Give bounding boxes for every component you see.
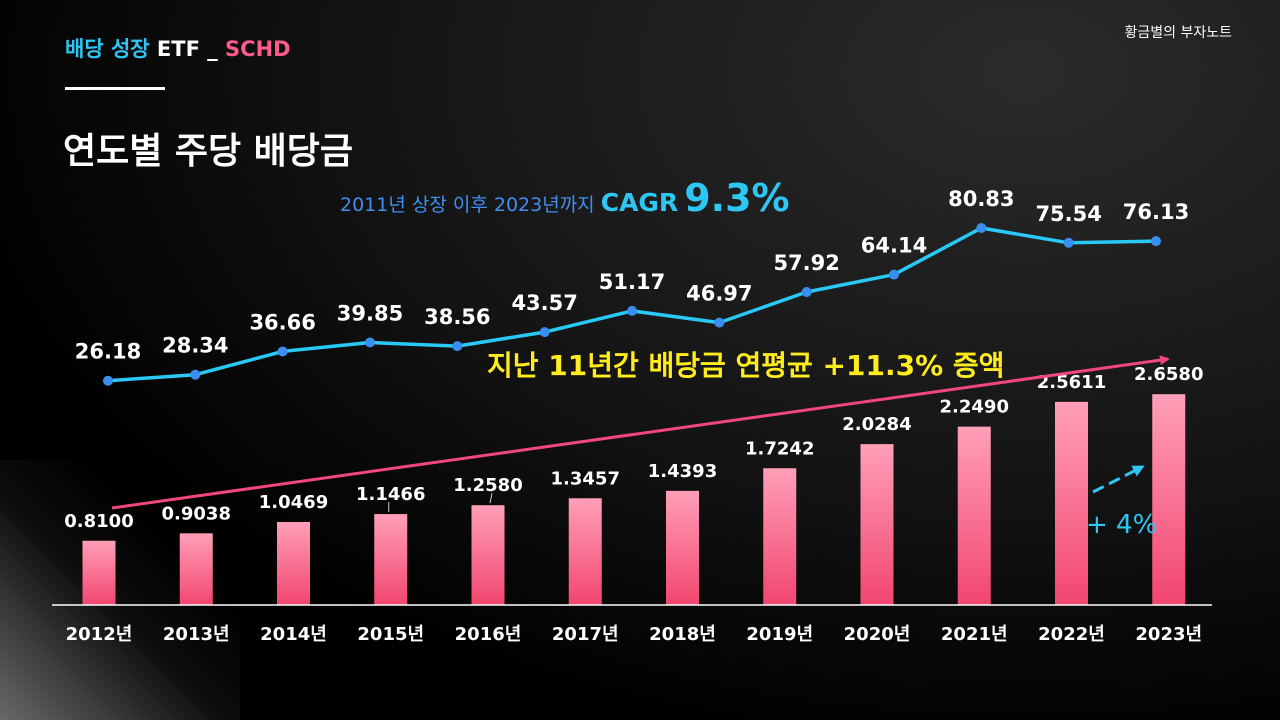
- bar-2016년: [471, 505, 505, 605]
- brand-label: 황금별의 부자노트: [1124, 25, 1233, 41]
- bar-label-2012년: 0.8100: [64, 511, 133, 532]
- x-tick-2020년: 2020년: [844, 624, 911, 645]
- cagr-value: 9.3%: [684, 176, 790, 220]
- price-point-8: [801, 287, 812, 298]
- bar-label-2016년: 1.2580: [453, 475, 522, 496]
- price-label-8: 57.92: [773, 251, 839, 275]
- bar-label-2015년: 1.1466: [356, 484, 425, 505]
- title-underline: [65, 87, 165, 90]
- price-point-9: [889, 269, 899, 280]
- bar-2020년: [860, 444, 894, 605]
- x-tick-2016년: 2016년: [455, 624, 522, 645]
- x-tick-2014년: 2014년: [260, 624, 327, 645]
- label-leader: [489, 493, 493, 504]
- trend-arrow: [111, 355, 1170, 510]
- price-label-0: 26.18: [75, 340, 141, 364]
- bar-label-2020년: 2.0284: [842, 414, 911, 435]
- price-label-12: 76.13: [1123, 200, 1189, 224]
- price-point-3: [365, 337, 375, 348]
- bar-label-2022년: 2.5611: [1037, 372, 1106, 393]
- price-label-4: 38.56: [424, 305, 490, 329]
- price-label-6: 51.17: [599, 270, 665, 294]
- bar-2019년: [763, 468, 797, 605]
- yoy-annotation: + 4%: [1086, 510, 1158, 540]
- price-point-2: [277, 346, 288, 357]
- price-label-2: 36.66: [249, 310, 315, 334]
- price-point-5: [539, 327, 550, 338]
- yoy-arrow: [1092, 465, 1145, 494]
- bar-2021년: [957, 426, 991, 605]
- bar-2022년: [1055, 401, 1088, 605]
- bar-label-2019년: 1.7242: [745, 438, 814, 459]
- price-label-9: 64.14: [861, 234, 927, 258]
- price-label-5: 43.57: [511, 291, 577, 315]
- cagr-annotation: 2011년 상장 이후 2023년까지 CAGR 9.3%: [340, 176, 790, 220]
- x-tick-2022년: 2022년: [1038, 624, 1105, 645]
- price-label-10: 80.83: [948, 187, 1014, 211]
- bar-2023년: [1152, 394, 1186, 605]
- x-tick-2012년: 2012년: [66, 624, 133, 645]
- price-point-11: [1063, 237, 1074, 248]
- x-tick-2018년: 2018년: [649, 624, 716, 645]
- header-tag: 배당 성장 ETF _ SCHD: [65, 33, 291, 63]
- x-tick-2017년: 2017년: [552, 624, 619, 645]
- price-point-12: [1151, 236, 1161, 247]
- bar-label-2017년: 1.3457: [551, 468, 620, 489]
- price-label-7: 46.97: [686, 282, 752, 306]
- price-point-6: [627, 305, 637, 316]
- x-tick-2021년: 2021년: [941, 624, 1008, 645]
- bar-2015년: [374, 514, 408, 605]
- x-tick-2023년: 2023년: [1135, 624, 1202, 645]
- header-part-1: 배당 성장: [65, 37, 150, 61]
- bar-2018년: [666, 490, 699, 605]
- price-label-3: 39.85: [337, 302, 403, 326]
- bar-label-2018년: 1.4393: [648, 461, 717, 482]
- header-part-3: SCHD: [225, 37, 291, 61]
- bar-label-2014년: 1.0469: [259, 492, 328, 513]
- price-point-10: [976, 223, 987, 233]
- bar-label-2013년: 0.9038: [162, 503, 231, 524]
- x-tick-2019년: 2019년: [746, 624, 813, 645]
- price-point-1: [190, 369, 201, 380]
- cagr-label: CAGR: [600, 188, 679, 217]
- growth-annotation: 지난 11년간 배당금 연평균 +11.3% 증액: [487, 349, 1005, 382]
- price-label-11: 75.54: [1035, 202, 1101, 226]
- price-point-0: [103, 375, 113, 386]
- cagr-text: 2011년 상장 이후 2023년까지: [340, 194, 595, 216]
- bar-2013년: [179, 533, 213, 605]
- x-tick-2013년: 2013년: [163, 624, 230, 645]
- bar-2017년: [568, 498, 602, 605]
- price-point-7: [714, 317, 725, 328]
- bar-label-2021년: 2.2490: [940, 397, 1009, 418]
- bar-2014년: [277, 521, 310, 605]
- page-title: 연도별 주당 배당금: [63, 131, 354, 172]
- header-part-2: ETF _: [156, 37, 218, 61]
- bar-label-2023년: 2.6580: [1134, 364, 1203, 385]
- price-point-4: [452, 341, 463, 352]
- x-tick-2015년: 2015년: [357, 624, 424, 645]
- price-label-1: 28.34: [162, 334, 228, 358]
- bar-2012년: [82, 540, 116, 605]
